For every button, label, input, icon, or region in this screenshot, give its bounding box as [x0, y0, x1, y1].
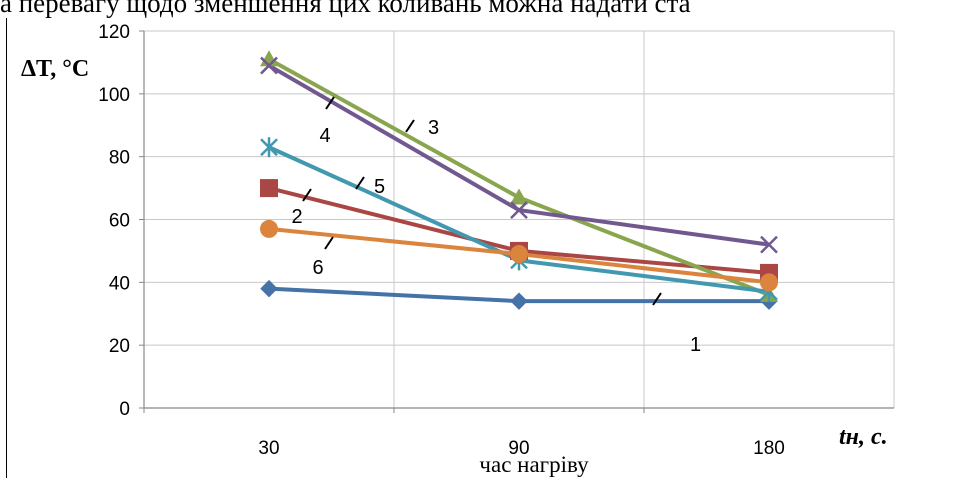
x-tick-labels: 30 90 180 [258, 438, 784, 459]
y-tick-label: 60 [109, 211, 130, 232]
series-line-4 [267, 63, 770, 247]
y-tick-labels: 0 20 40 60 80 100 120 [98, 22, 130, 420]
series-label-leader-3 [405, 119, 415, 133]
data-point-3-90 [510, 188, 528, 205]
y-tick-label: 80 [109, 148, 130, 169]
data-point-4-180 [760, 235, 778, 254]
series-label-leader-5 [355, 176, 365, 190]
y-tick-label: 100 [98, 85, 130, 106]
data-point-4-30 [260, 56, 278, 75]
data-point-4-90 [510, 201, 528, 219]
x-tick-label: 90 [508, 438, 529, 459]
series-label-leader-2 [302, 188, 312, 202]
series-label-1: 1 [690, 334, 701, 356]
series-label-6: 6 [312, 257, 323, 279]
series-label-leader-4 [325, 96, 335, 110]
series-label-3: 3 [428, 117, 439, 139]
y-tick-label: 20 [109, 336, 130, 357]
x-tick-label: 30 [258, 438, 279, 459]
data-point-6-180 [760, 273, 778, 292]
series-labels: 1 2 3 4 5 6 [291, 96, 701, 356]
y-tick-label: 120 [98, 22, 130, 43]
series-markers [260, 50, 778, 310]
x-tick-label: 180 [753, 438, 785, 459]
series-label-leader-6 [324, 236, 334, 250]
y-axis-label: ΔT, °C [21, 56, 89, 82]
data-point-6-30 [260, 219, 278, 238]
preceding-text-line: а перевагу щодо зменшення цих коливань м… [0, 0, 691, 18]
chart-area: 0 20 40 60 80 100 120 30 90 180 1 2 3 4 5 6 ΔT, °C tн… [6, 18, 960, 478]
data-point-6-90 [510, 245, 528, 264]
series-label-leader-1 [652, 292, 662, 306]
series-label-5: 5 [374, 176, 385, 198]
data-point-5-30 [260, 137, 278, 158]
y-tick-label: 0 [119, 399, 130, 420]
axes [139, 30, 894, 413]
series-label-2: 2 [291, 206, 302, 228]
x-axis-caption: час нагріву [479, 452, 589, 477]
y-tick-label: 40 [109, 273, 130, 294]
line-chart: 0 20 40 60 80 100 120 30 90 180 1 2 3 4 5 6 ΔT, °C tн… [21, 22, 895, 477]
x-axis-label: tн, c. [839, 424, 888, 450]
data-point-1-90 [510, 292, 528, 310]
data-point-2-30 [260, 179, 278, 198]
series-label-4: 4 [319, 125, 330, 147]
grid-lines [144, 30, 895, 408]
data-point-1-30 [260, 279, 278, 298]
